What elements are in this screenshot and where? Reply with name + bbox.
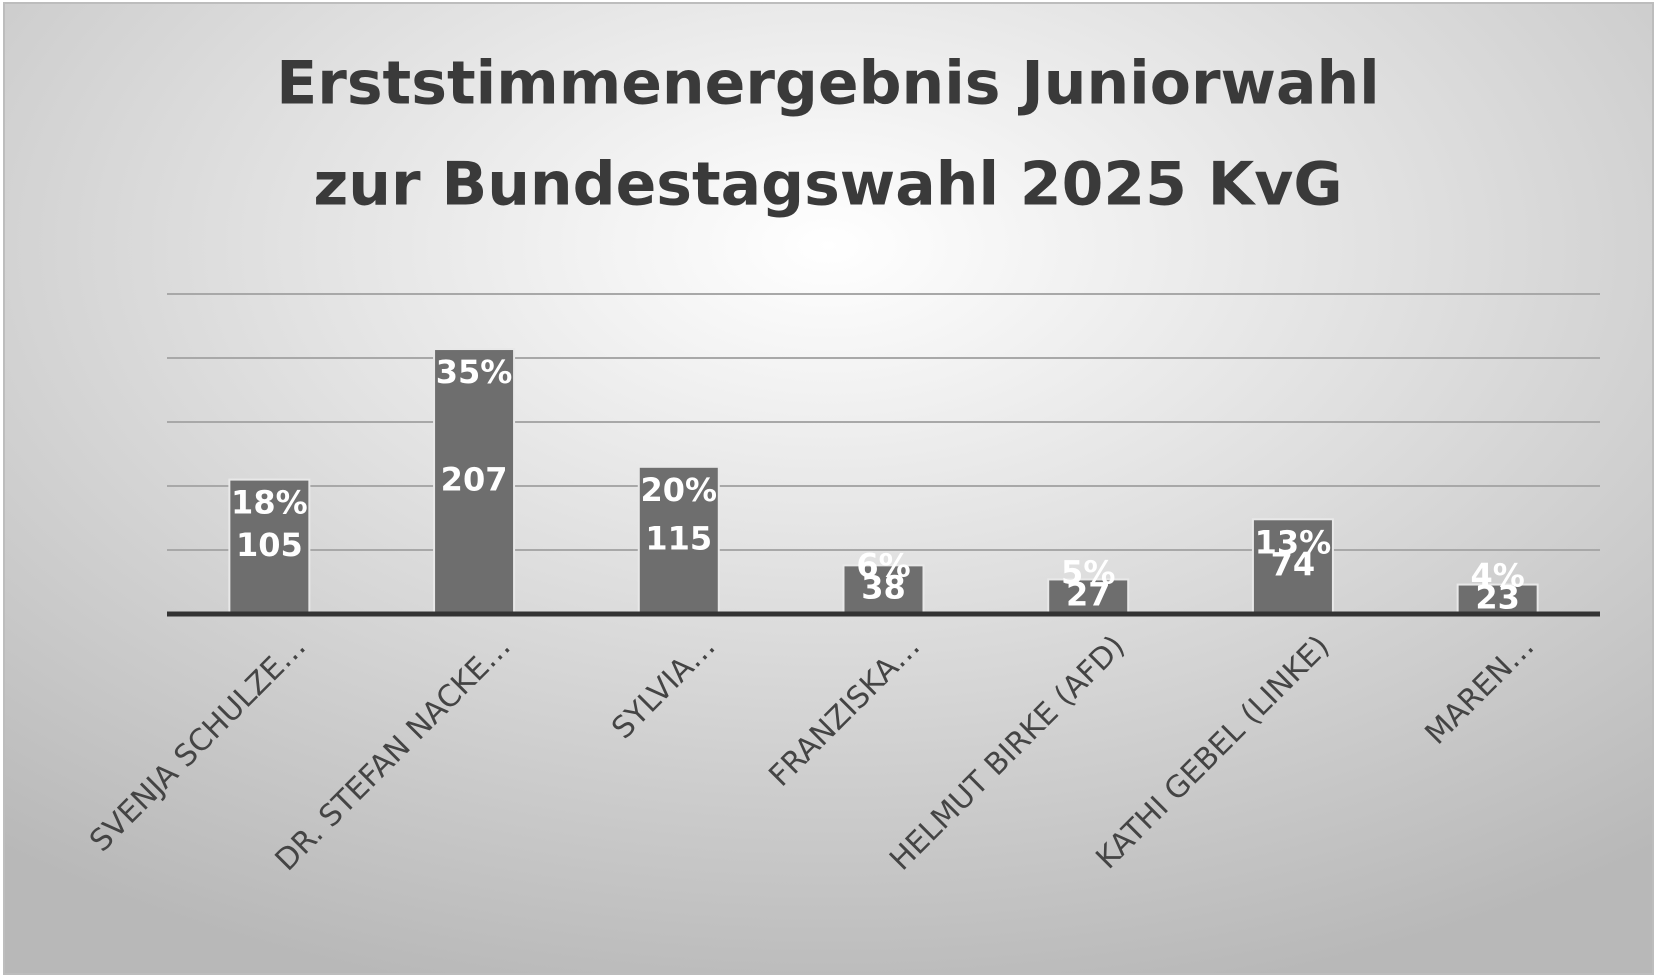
bar bbox=[1251, 518, 1334, 616]
share-label: 35% bbox=[436, 353, 513, 391]
value-label: 115 bbox=[645, 519, 712, 557]
share-label: 20% bbox=[640, 471, 717, 509]
value-label: 23 bbox=[1475, 578, 1520, 616]
value-label: 207 bbox=[441, 461, 508, 499]
share-label: 13% bbox=[1255, 523, 1332, 561]
bar bbox=[842, 564, 925, 615]
value-label: 27 bbox=[1066, 576, 1111, 614]
value-label: 38 bbox=[861, 569, 906, 607]
bar bbox=[1456, 583, 1539, 615]
bar bbox=[433, 348, 516, 615]
bar bbox=[228, 478, 311, 615]
share-label: 4% bbox=[1470, 556, 1524, 594]
value-label: 74 bbox=[1271, 546, 1316, 584]
share-label: 5% bbox=[1061, 554, 1115, 592]
share-label: 18% bbox=[231, 484, 308, 522]
bar bbox=[1047, 578, 1130, 616]
chart-title: zur Bundestagswahl 2025 KvG bbox=[313, 150, 1342, 220]
bar bbox=[637, 465, 720, 615]
value-label: 105 bbox=[236, 526, 303, 564]
chart-title: Erststimmenergebnis Juniorwahl bbox=[276, 49, 1379, 119]
share-label: 6% bbox=[856, 547, 910, 585]
